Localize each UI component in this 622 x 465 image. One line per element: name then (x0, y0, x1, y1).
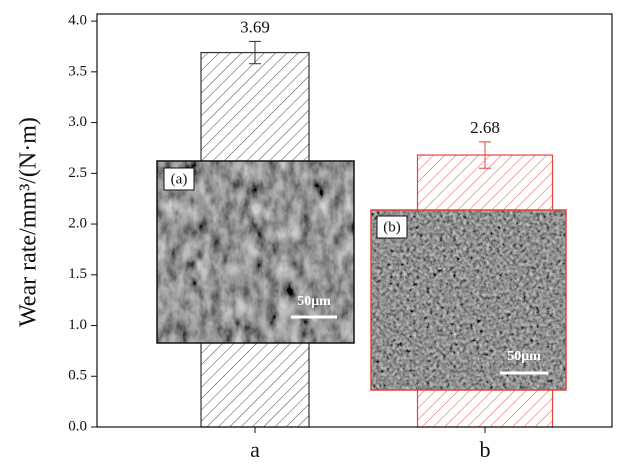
x-tick-label: a (250, 437, 260, 462)
y-tick-label: 0.0 (68, 418, 87, 434)
value-label: 3.69 (240, 17, 270, 36)
y-tick-label: 0.5 (68, 368, 87, 384)
y-tick-label: 2.0 (68, 215, 87, 231)
scale-bar-label: 50μm (507, 349, 541, 364)
y-tick-label: 3.5 (68, 63, 87, 79)
scale-bar-label: 50μm (297, 294, 331, 309)
value-label: 2.68 (470, 118, 500, 137)
chart: (a) 50μm (b) 50μm 0.0 0.5 1.0 1.5 2.0 2.5 3.0 3… (0, 0, 622, 465)
y-tick-label: 4.0 (68, 13, 87, 29)
y-axis-label: Wear rate/mm³/(N·m) (16, 117, 42, 327)
inset-b: (b) 50μm (371, 210, 566, 390)
y-tick-label: 1.0 (68, 317, 87, 333)
inset-a: (a) 50μm (157, 161, 354, 343)
y-tick-label: 1.5 (68, 266, 87, 282)
inset-label: (a) (171, 171, 188, 187)
y-tick-label: 3.0 (68, 114, 87, 130)
inset-label: (b) (383, 219, 401, 235)
x-tick-label: b (480, 437, 491, 462)
y-tick-label: 2.5 (68, 165, 87, 181)
